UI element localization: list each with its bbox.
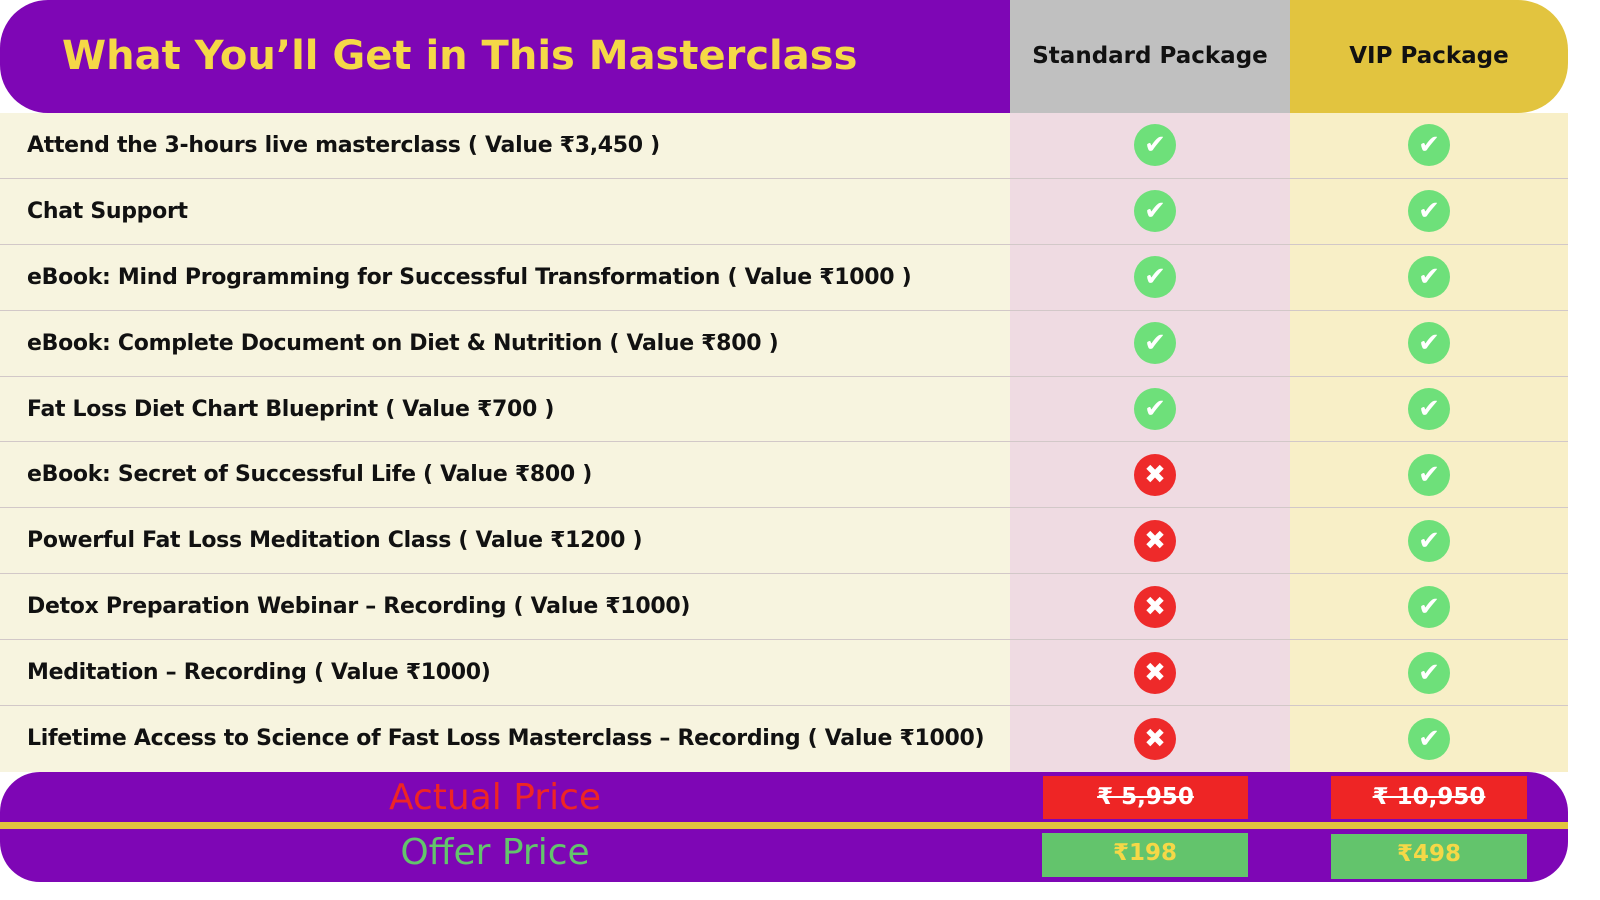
feature-row: Fat Loss Diet Chart Blueprint ( Value ₹7… (0, 377, 1568, 443)
vip-package-header: VIP Package (1290, 0, 1568, 113)
vip-cell: ✔ (1290, 322, 1568, 365)
check-circle-icon: ✔ (1134, 124, 1176, 167)
check-circle-icon: ✔ (1134, 256, 1176, 299)
vip-cell: ✔ (1290, 585, 1568, 628)
vip-offer-price: ₹498 (1331, 834, 1527, 879)
feature-row: Powerful Fat Loss Meditation Class ( Val… (0, 508, 1568, 575)
vip-cell: ✔ (1290, 124, 1568, 167)
standard-cell: ✔ (1010, 388, 1290, 430)
standard-cell: ✖ (1010, 519, 1290, 562)
feature-label: Powerful Fat Loss Meditation Class ( Val… (27, 528, 643, 554)
check-circle-icon: ✔ (1408, 651, 1450, 694)
feature-row: eBook: Secret of Successful Life ( Value… (0, 442, 1568, 509)
feature-label: Lifetime Access to Science of Fast Loss … (27, 726, 985, 752)
check-circle-icon: ✔ (1408, 190, 1450, 233)
standard-package-header: Standard Package (1010, 0, 1290, 113)
feature-row: Detox Preparation Webinar – Recording ( … (0, 574, 1568, 641)
standard-cell: ✔ (1010, 256, 1290, 299)
x-circle-icon: ✖ (1134, 651, 1176, 694)
check-circle-icon: ✔ (1408, 585, 1450, 628)
check-circle-icon: ✔ (1408, 124, 1450, 167)
feature-label: eBook: Complete Document on Diet & Nutri… (27, 330, 779, 356)
vip-cell: ✔ (1290, 453, 1568, 496)
standard-cell: ✖ (1010, 651, 1290, 694)
feature-label: eBook: Secret of Successful Life ( Value… (27, 462, 592, 488)
vip-cell: ✔ (1290, 256, 1568, 299)
x-circle-icon: ✖ (1134, 519, 1176, 562)
vip-actual-price: ₹ 10,950 (1331, 776, 1527, 819)
offer-price-row: Offer Price (0, 829, 1568, 882)
standard-cell: ✔ (1010, 322, 1290, 365)
standard-cell: ✔ (1010, 124, 1290, 167)
standard-cell: ✖ (1010, 717, 1290, 760)
vip-cell: ✔ (1290, 651, 1568, 694)
feature-label: Meditation – Recording ( Value ₹1000) (27, 660, 491, 686)
feature-label: Fat Loss Diet Chart Blueprint ( Value ₹7… (27, 396, 555, 422)
feature-label: Chat Support (27, 198, 188, 224)
standard-cell: ✖ (1010, 585, 1290, 628)
vip-cell: ✔ (1290, 717, 1568, 760)
vip-cell: ✔ (1290, 388, 1568, 430)
offer-price-label: Offer Price (400, 832, 590, 873)
feature-row: Chat Support ✔ ✔ (0, 179, 1568, 245)
check-circle-icon: ✔ (1134, 322, 1176, 365)
page-title: What You’ll Get in This Masterclass (0, 0, 1010, 113)
feature-label: Attend the 3-hours live masterclass ( Va… (27, 132, 660, 158)
comparison-table: What You’ll Get in This Masterclass Stan… (0, 0, 1568, 882)
x-circle-icon: ✖ (1134, 585, 1176, 628)
feature-label: eBook: Mind Programming for Successful T… (27, 264, 912, 290)
feature-label: Detox Preparation Webinar – Recording ( … (27, 594, 691, 620)
actual-price-label: Actual Price (388, 777, 602, 818)
standard-offer-price: ₹198 (1042, 833, 1248, 877)
standard-actual-price: ₹ 5,950 (1043, 776, 1248, 819)
vip-cell: ✔ (1290, 190, 1568, 233)
standard-cell: ✖ (1010, 453, 1290, 496)
check-circle-icon: ✔ (1408, 717, 1450, 760)
x-circle-icon: ✖ (1134, 717, 1176, 760)
x-circle-icon: ✖ (1134, 453, 1176, 496)
check-circle-icon: ✔ (1134, 190, 1176, 233)
check-circle-icon: ✔ (1408, 256, 1450, 299)
feature-row: Meditation – Recording ( Value ₹1000) ✖ ✔ (0, 640, 1568, 707)
table-header: What You’ll Get in This Masterclass Stan… (0, 0, 1568, 113)
feature-row: Lifetime Access to Science of Fast Loss … (0, 706, 1568, 772)
divider (0, 822, 1568, 829)
feature-row: Attend the 3-hours live masterclass ( Va… (0, 113, 1568, 179)
feature-row: eBook: Mind Programming for Successful T… (0, 245, 1568, 311)
standard-cell: ✔ (1010, 190, 1290, 233)
check-circle-icon: ✔ (1408, 453, 1450, 496)
check-circle-icon: ✔ (1134, 388, 1176, 430)
check-circle-icon: ✔ (1408, 519, 1450, 562)
check-circle-icon: ✔ (1408, 388, 1450, 430)
check-circle-icon: ✔ (1408, 322, 1450, 365)
actual-price-row: Actual Price (0, 772, 1568, 823)
feature-rows: Attend the 3-hours live masterclass ( Va… (0, 113, 1568, 772)
vip-cell: ✔ (1290, 519, 1568, 562)
feature-row: eBook: Complete Document on Diet & Nutri… (0, 311, 1568, 377)
